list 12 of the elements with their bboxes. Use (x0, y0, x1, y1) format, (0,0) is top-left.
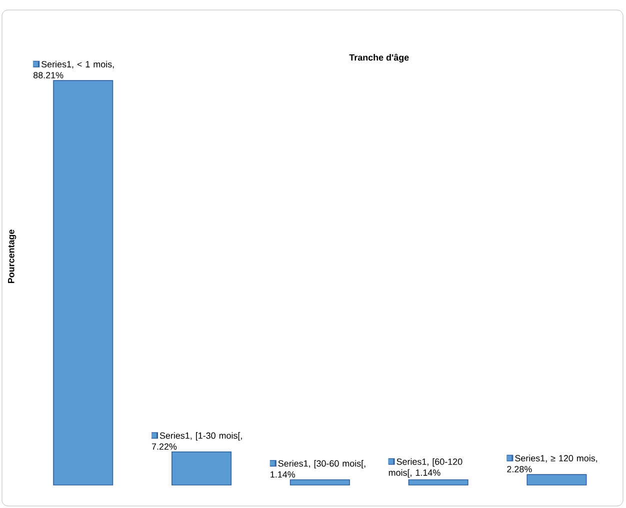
bar (526, 474, 587, 486)
data-label: Series1, < 1 mois, 88.21% (34, 60, 114, 78)
bar (408, 479, 468, 486)
bar (53, 80, 114, 486)
chart-title: Tranche d'âge (349, 54, 409, 62)
data-label: Series1, ≥ 120 mois, 2.28% (507, 454, 598, 472)
y-axis-title: Pourcentage (8, 230, 16, 284)
data-label: Series1, [30-60 mois[, 1.14% (270, 460, 366, 478)
data-label: Series1, [60-120 mois[, 1.14% (388, 458, 462, 478)
bar (290, 479, 350, 486)
bar (172, 452, 232, 486)
data-label: Series1, [1-30 mois[, 7.22% (152, 432, 242, 450)
